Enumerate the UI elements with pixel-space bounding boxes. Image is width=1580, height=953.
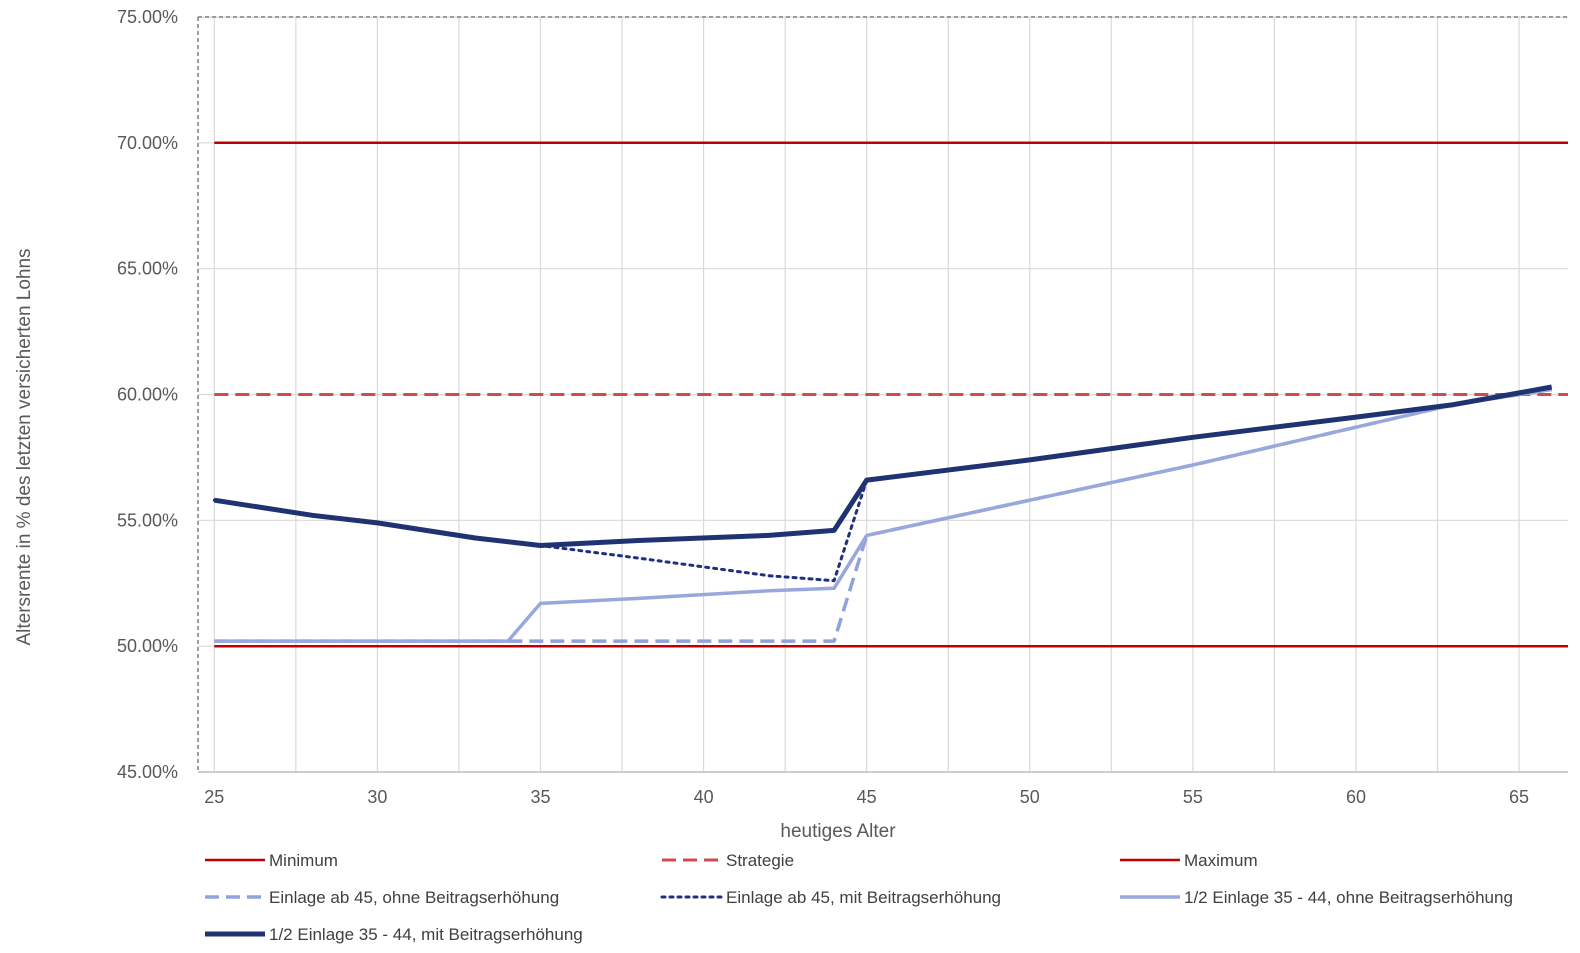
y-tick-label: 45.00% xyxy=(117,762,178,782)
y-tick-label: 60.00% xyxy=(117,385,178,405)
y-tick-label: 75.00% xyxy=(117,7,178,27)
y-tick-label: 70.00% xyxy=(117,133,178,153)
x-tick-label: 45 xyxy=(857,787,877,807)
legend-label: 1/2 Einlage 35 - 44, ohne Beitragserhöhu… xyxy=(1184,888,1513,907)
series-line: Einlage ab 45, ohne Beitragserhöhung xyxy=(214,387,1552,643)
series-line: 1/2 Einlage 35 - 44, ohne Beitragserhöhu… xyxy=(214,387,1552,643)
legend-label: Einlage ab 45, mit Beitragserhöhung xyxy=(726,888,1001,907)
legend-label: Einlage ab 45, ohne Beitragserhöhung xyxy=(269,888,559,907)
x-tick-label: 55 xyxy=(1183,787,1203,807)
x-tick-label: 65 xyxy=(1509,787,1529,807)
x-axis-title: heutiges Alter xyxy=(780,821,896,842)
x-tick-label: 25 xyxy=(204,787,224,807)
legend: Minimum Strategie Maximum Einlage ab 45, oh… xyxy=(205,851,1513,944)
series-line: Einlage ab 45, mit Beitragserhöhung xyxy=(212,385,1554,583)
x-axis-ticks: 25 30 35 40 45 50 55 60 65 xyxy=(204,787,1529,807)
legend-label: Maximum xyxy=(1184,851,1258,870)
y-tick-label: 50.00% xyxy=(117,636,178,656)
legend-label: 1/2 Einlage 35 - 44, mit Beitragserhöhun… xyxy=(269,925,583,944)
x-tick-label: 35 xyxy=(530,787,550,807)
series-line: 1/2 Einlage 35 - 44, mit Beitragserhöhun… xyxy=(213,384,1553,548)
x-tick-label: 60 xyxy=(1346,787,1366,807)
y-axis-title: Altersrente in % des letzten versicherte… xyxy=(14,248,35,645)
legend-label: Minimum xyxy=(269,851,338,870)
x-tick-label: 40 xyxy=(694,787,714,807)
y-tick-label: 65.00% xyxy=(117,259,178,279)
x-tick-label: 50 xyxy=(1020,787,1040,807)
y-axis-ticks: 45.00% 50.00% 55.00% 60.00% 65.00% 70.00% 75.0… xyxy=(117,7,178,782)
y-tick-label: 55.00% xyxy=(117,510,178,530)
plot-frame xyxy=(197,16,1568,773)
x-tick-label: 30 xyxy=(367,787,387,807)
legend-label: Strategie xyxy=(726,851,794,870)
